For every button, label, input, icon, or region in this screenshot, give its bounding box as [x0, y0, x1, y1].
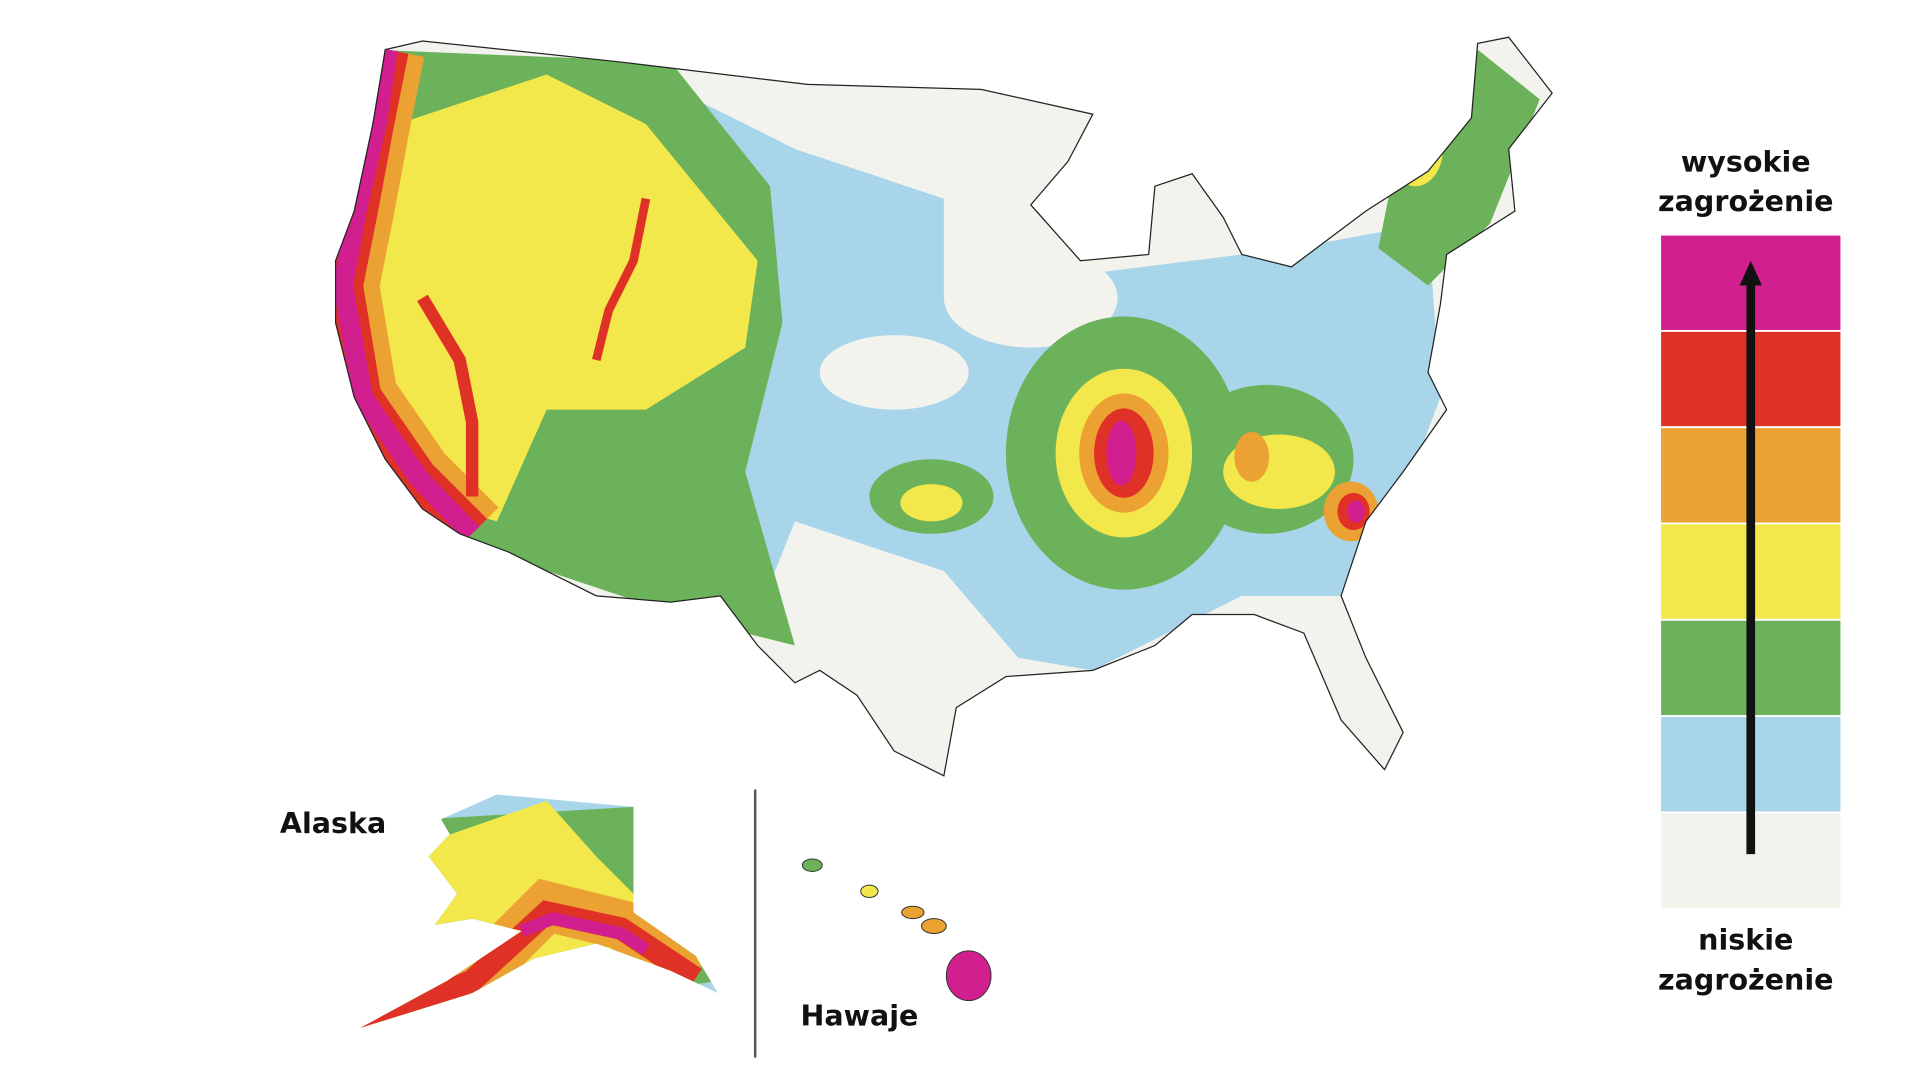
legend-high: wysokie [1681, 144, 1811, 178]
hawaii-island [860, 884, 879, 899]
hawaii-island [945, 950, 992, 1002]
moderate-zone [1378, 49, 1540, 286]
high-zone [1347, 500, 1365, 523]
legend-high: zagrożenie [1658, 184, 1833, 218]
fault-red [417, 294, 479, 497]
elevated-zone [900, 484, 963, 522]
hawaii-island [921, 918, 947, 935]
hawaii-island [801, 858, 823, 872]
alaska [360, 794, 718, 1028]
hawaii-label: Hawaje [800, 998, 918, 1032]
conus [335, 37, 1553, 776]
legend [1659, 233, 1843, 910]
legend-low: zagrożenie [1658, 962, 1833, 996]
coast-magenta [335, 48, 480, 541]
legend-low: niskie [1698, 923, 1793, 957]
fault-red [592, 197, 651, 362]
hawaii-island [901, 905, 925, 920]
high-zone [1106, 420, 1137, 486]
hazard-layers [334, 36, 1553, 1028]
ak-magenta [519, 912, 650, 955]
elevated-zone [1388, 111, 1443, 187]
legend-arrowhead [1739, 260, 1762, 286]
high-zone [1234, 432, 1270, 482]
white-zone [819, 335, 969, 410]
white-zone [943, 248, 1118, 348]
alaska-label: Alaska [280, 806, 386, 840]
